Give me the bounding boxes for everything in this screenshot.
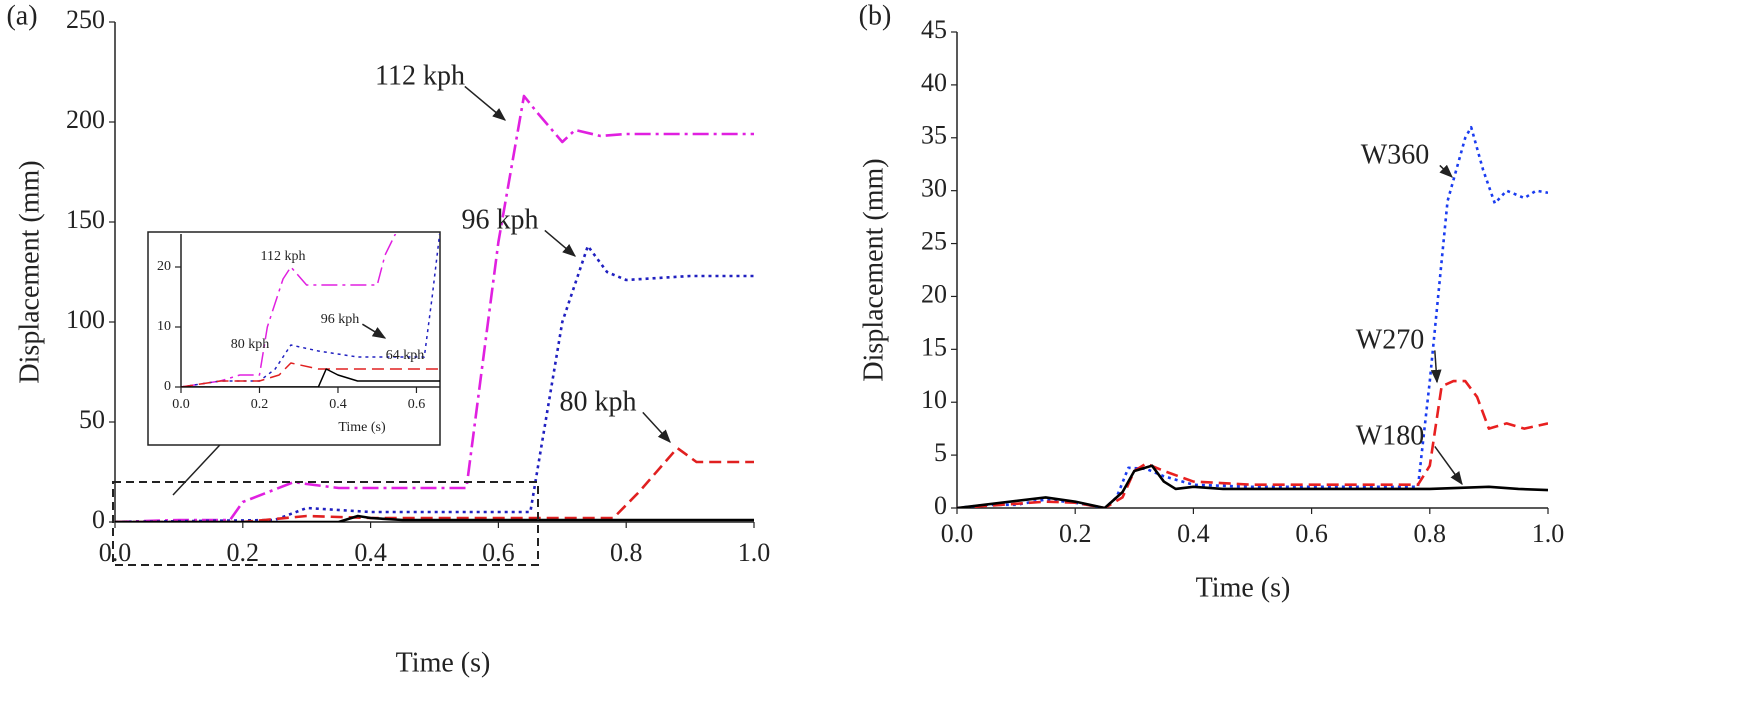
inset-frame xyxy=(147,231,441,446)
series-annotation: 64 kph xyxy=(386,348,425,363)
series-line xyxy=(115,446,754,522)
panel-b: 0 5 10 15 20 25 30 35 40 45 0.0 0.2 0.4 0.6 0.8 1.0 (b) T… xyxy=(858,0,1564,603)
y-tick-label: 10 xyxy=(921,385,947,414)
series-annotation: 112 kph xyxy=(261,249,306,264)
x-axis-label: Time (s) xyxy=(396,647,491,678)
inset: 0 10 20 0.0 0.2 0.4 0.6 Time (s) 112 kph 96 kph 80… xyxy=(157,234,440,435)
x-axis-label: Time (s) xyxy=(1196,572,1291,603)
x-tick-label: 0.4 xyxy=(1177,519,1210,548)
y-tick-label: 0 xyxy=(934,491,947,520)
y-tick-label: 30 xyxy=(921,174,947,203)
y-tick-label: 15 xyxy=(921,332,947,361)
y-tick-label: 0 xyxy=(164,379,171,394)
x-tick-label: 0.6 xyxy=(482,538,515,567)
series-line xyxy=(181,368,440,387)
series-line xyxy=(181,234,397,387)
x-tick-label: 0.8 xyxy=(1414,519,1447,548)
y-tick-label: 40 xyxy=(921,68,947,97)
x-tick-label: 1.0 xyxy=(738,538,771,567)
series-line xyxy=(957,125,1548,508)
y-tick-label: 150 xyxy=(66,205,105,234)
x-tick-label: 0.0 xyxy=(172,397,190,412)
y-tick-label: 45 xyxy=(921,15,947,44)
series-line xyxy=(115,94,754,522)
x-tick-label: 1.0 xyxy=(1532,519,1565,548)
y-tick-label: 50 xyxy=(79,405,105,434)
annotation-arrow xyxy=(1430,350,1442,384)
x-tick-label: 0.4 xyxy=(329,397,347,412)
series-line xyxy=(957,464,1548,508)
y-tick-label: 5 xyxy=(934,438,947,467)
x-tick-label: 0.2 xyxy=(251,397,269,412)
y-tick-label: 35 xyxy=(921,121,947,150)
annotation-arrow xyxy=(362,323,387,339)
series-annotation: 80 kph xyxy=(231,337,270,352)
y-tick-label: 20 xyxy=(157,259,171,274)
y-tick-label: 250 xyxy=(66,5,105,34)
x-tick-label: 0.0 xyxy=(99,538,132,567)
annotation-arrow xyxy=(1439,164,1453,178)
series-annotation: 80 kph xyxy=(560,386,637,417)
x-tick-label: 0.2 xyxy=(1059,519,1092,548)
x-axis-label: Time (s) xyxy=(338,420,386,435)
y-tick-label: 20 xyxy=(921,279,947,308)
y-tick-label: 25 xyxy=(921,227,947,256)
panel-title: (a) xyxy=(6,0,37,31)
series-line xyxy=(115,514,754,522)
x-tick-label: 0.6 xyxy=(408,397,426,412)
x-tick-label: 0.6 xyxy=(1295,519,1328,548)
series-annotation: W180 xyxy=(1356,420,1424,451)
annotation-arrow xyxy=(642,411,671,443)
series-annotation: 96 kph xyxy=(462,204,539,235)
y-tick-label: 10 xyxy=(157,319,171,334)
series-line xyxy=(181,362,440,387)
series-annotation: W360 xyxy=(1361,139,1429,170)
series-annotation: 112 kph xyxy=(375,60,465,91)
y-tick-label: 0 xyxy=(92,505,105,534)
series-annotation: 96 kph xyxy=(321,312,360,327)
zoom-region xyxy=(112,481,539,566)
x-tick-label: 0.0 xyxy=(941,519,974,548)
y-tick-label: 200 xyxy=(66,105,105,134)
x-tick-label: 0.8 xyxy=(610,538,643,567)
annotation-arrow xyxy=(1434,445,1463,486)
y-axis-label: Displacement (mm) xyxy=(858,158,889,381)
series-line xyxy=(957,379,1548,508)
series-annotation: W270 xyxy=(1356,324,1424,355)
y-axis-label: Displacement (mm) xyxy=(14,160,45,383)
annotation-arrow xyxy=(464,85,507,121)
annotation-arrow xyxy=(544,229,577,257)
y-tick-label: 100 xyxy=(66,305,105,334)
x-tick-label: 0.4 xyxy=(354,538,387,567)
x-tick-label: 0.2 xyxy=(227,538,260,567)
panel-title: (b) xyxy=(859,0,892,31)
